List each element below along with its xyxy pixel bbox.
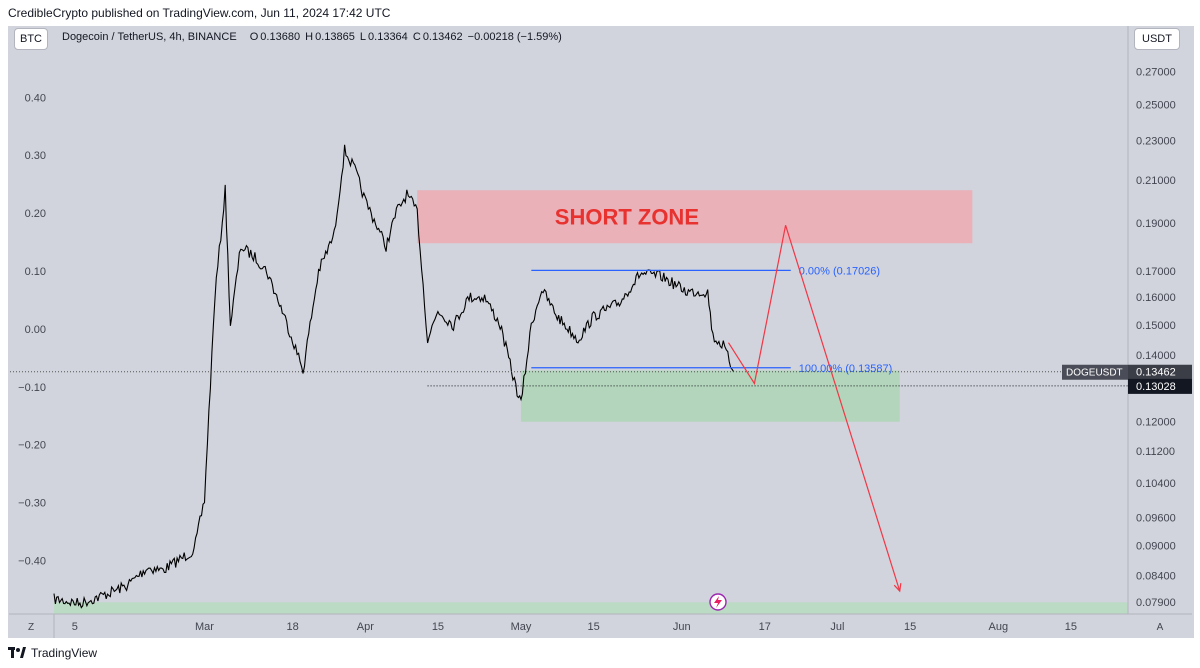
demand-zone-box[interactable] <box>520 370 900 422</box>
event-icon-bolt <box>714 596 722 608</box>
tradingview-logo-text: TradingView <box>31 646 98 660</box>
price-change: −0.00218 (−1.59%) <box>467 31 562 43</box>
support-price-text: 0.13028 <box>1136 381 1176 393</box>
left-axis-tick-label: 0.40 <box>25 92 46 104</box>
left-axis-tick-label: −0.40 <box>18 556 46 568</box>
event-lightning-icon[interactable] <box>709 593 727 611</box>
fib-level-label: 100.00% (0.13587) <box>799 363 893 375</box>
left-axis-tick-label: 0.30 <box>25 150 46 162</box>
time-axis-tick-label: 17 <box>759 621 771 633</box>
time-axis-tick-label: Jul <box>830 621 844 633</box>
time-axis-tick-label: 5 <box>72 621 78 633</box>
short-zone-label: SHORT ZONE <box>555 205 699 230</box>
tradingview-logo-icon <box>8 647 26 658</box>
right-axis-tick-label: 0.23000 <box>1136 136 1176 148</box>
time-axis-tick-label: Jun <box>673 621 691 633</box>
footer: TradingView <box>0 638 1200 668</box>
left-axis-tick-label: −0.20 <box>18 440 46 452</box>
time-axis-tick-label: May <box>511 621 532 633</box>
right-axis-tick-label: 0.09000 <box>1136 541 1176 553</box>
time-axis-zoom-button[interactable]: Z <box>28 622 34 633</box>
currency-button[interactable]: USDT <box>1134 28 1180 50</box>
tradingview-logo[interactable]: TradingView <box>8 646 97 660</box>
time-axis-tick-label: 15 <box>587 621 599 633</box>
left-axis-tick-label: −0.30 <box>18 498 46 510</box>
right-axis-tick-label: 0.15000 <box>1136 320 1176 332</box>
fib-level-label: 0.00% (0.17026) <box>799 265 880 277</box>
right-axis-tick-label: 0.16000 <box>1136 292 1176 304</box>
right-axis-panel <box>1128 48 1192 614</box>
time-axis-tick-label: Apr <box>357 621 374 633</box>
ohlc-low-key: L <box>359 31 367 43</box>
current-price-text: 0.13462 <box>1136 367 1176 379</box>
ohlc-high-key: H <box>305 31 314 43</box>
right-axis-tick-label: 0.25000 <box>1136 100 1176 112</box>
time-axis-tick-label: 15 <box>432 621 444 633</box>
right-axis-tick-label: 0.07900 <box>1136 597 1176 609</box>
ohlc-close-value: 0.13462 <box>422 31 463 43</box>
projection-arrowhead <box>893 583 902 593</box>
right-axis-tick-label: 0.10400 <box>1136 478 1176 490</box>
symbol-tag-text: DOGEUSDT <box>1066 368 1123 379</box>
time-axis-panel <box>9 614 1192 638</box>
time-axis-tick-label: 15 <box>904 621 916 633</box>
auto-scale-button[interactable]: A <box>1157 622 1164 633</box>
support-price-tag <box>1128 378 1192 394</box>
right-axis-tick-label: 0.09600 <box>1136 513 1176 525</box>
right-axis-tick-label: 0.27000 <box>1136 66 1176 78</box>
compare-symbol-button[interactable]: BTC <box>14 28 48 50</box>
time-axis-tick-label: 15 <box>1065 621 1077 633</box>
price-series-line <box>53 144 735 609</box>
left-axis-tick-label: 0.00 <box>25 324 46 336</box>
left-axis-tick-label: 0.20 <box>25 208 46 220</box>
right-axis-tick-label: 0.14000 <box>1136 350 1176 362</box>
short-zone-box[interactable] <box>417 190 973 244</box>
right-axis-tick-label: 0.17000 <box>1136 266 1176 278</box>
right-axis-tick-label: 0.11200 <box>1136 446 1175 458</box>
bottom-zone-box <box>54 602 1128 614</box>
symbol-tag-box <box>1062 364 1128 380</box>
publisher-text: CredibleCrypto published on TradingView.… <box>8 6 391 20</box>
left-axis-tick-label: 0.10 <box>25 266 46 278</box>
ohlc-low-value: 0.13364 <box>368 31 408 43</box>
projection-path[interactable] <box>727 225 901 592</box>
time-axis-tick-label: Aug <box>989 621 1009 633</box>
right-axis-tick-label: 0.19000 <box>1136 218 1176 230</box>
ohlc-close-key: C <box>412 31 421 43</box>
publisher-bar: CredibleCrypto published on TradingView.… <box>0 0 1200 26</box>
right-axis-tick-label: 0.12000 <box>1136 416 1176 428</box>
ohlc-high-value: 0.13865 <box>315 31 355 43</box>
right-axis-tick-label: 0.21000 <box>1136 175 1176 187</box>
symbol-legend: Dogecoin / TetherUS, 4h, BINANCE O 0.1368… <box>62 31 564 43</box>
right-axis-tick-label: 0.08400 <box>1136 570 1176 582</box>
time-axis-tick-label: 18 <box>287 621 299 633</box>
ohlc-open-value: 0.13680 <box>260 31 301 43</box>
ohlc-open-key: O <box>249 31 259 43</box>
left-axis-tick-label: −0.10 <box>18 382 46 394</box>
symbol-title: Dogecoin / TetherUS, 4h, BINANCE <box>62 31 237 43</box>
time-axis-tick-label: Mar <box>195 621 214 633</box>
